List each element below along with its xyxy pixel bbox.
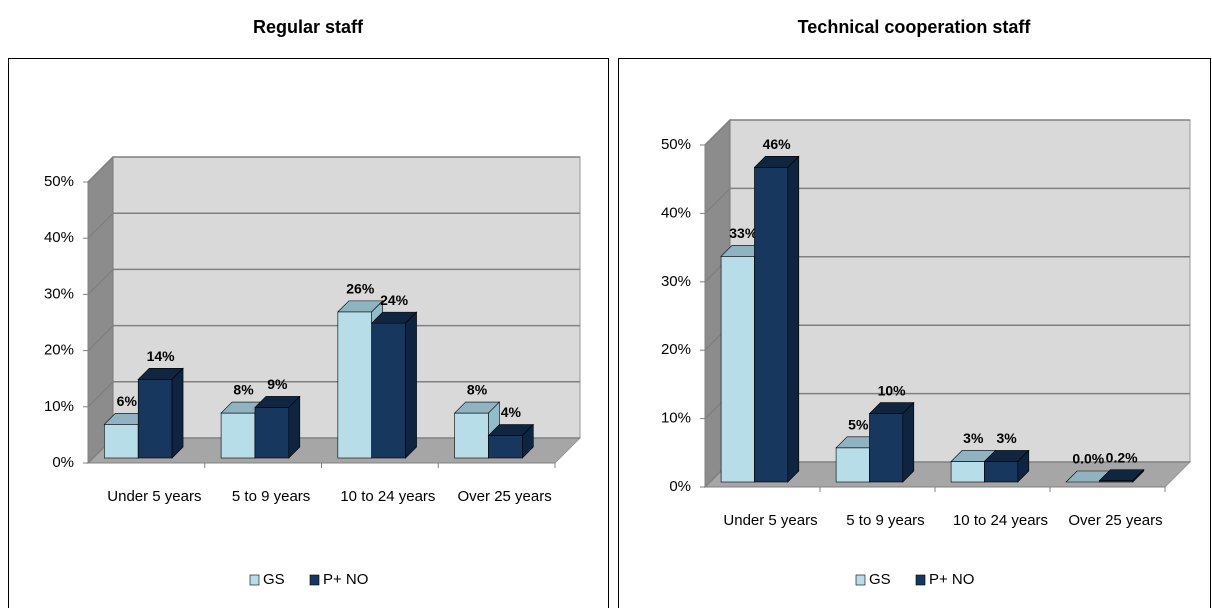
legend-label: GS: [869, 571, 891, 588]
y-tick-label: 40%: [661, 204, 691, 221]
y-tick-label: 40%: [44, 229, 74, 246]
y-tick-label: 50%: [44, 173, 74, 190]
value-label: 10%: [878, 382, 907, 398]
bar-front: [869, 413, 904, 483]
value-label: 46%: [763, 136, 792, 152]
y-tick-label: 20%: [661, 341, 691, 358]
bar-front: [371, 322, 406, 459]
bar-side: [288, 395, 301, 459]
value-label: 5%: [848, 417, 869, 433]
grid-line: [87, 324, 580, 352]
legend-swatch: [249, 574, 260, 586]
side-wall: [87, 155, 114, 465]
bar-front: [254, 407, 290, 459]
y-tick-label: 10%: [44, 398, 74, 415]
value-label: 8%: [467, 382, 488, 398]
grid-line: [704, 187, 1190, 214]
bar-side: [902, 401, 915, 483]
grid-line: [87, 268, 580, 295]
bar-front: [984, 461, 1019, 483]
grid-line: [87, 212, 580, 239]
grid-line: [87, 381, 580, 408]
y-tick-label: 30%: [661, 273, 691, 290]
bar-front: [754, 167, 789, 483]
value-label: 26%: [346, 281, 375, 297]
y-tick-label: 0%: [669, 478, 691, 495]
y-tick-label: 30%: [44, 285, 74, 302]
grid-line: [704, 119, 1190, 146]
y-tick-label: 20%: [44, 342, 74, 359]
bar-front: [337, 311, 373, 459]
bar-front: [950, 461, 985, 483]
y-tick-label: 50%: [661, 136, 691, 153]
y-tick-label: 10%: [661, 410, 691, 427]
legend-label: GS: [263, 571, 285, 588]
bar-front: [454, 412, 489, 459]
bar-front: [137, 379, 173, 459]
legend-swatch: [915, 574, 926, 586]
bar-side: [787, 155, 800, 483]
x-tick-label: 5 to 9 years: [846, 512, 924, 529]
chart-title: Technical cooperation staff: [798, 17, 1032, 37]
x-tick-label: 10 to 24 years: [340, 488, 435, 505]
legend-label: P+ NO: [323, 571, 368, 588]
value-label: 6%: [117, 393, 138, 409]
bar-front: [720, 255, 755, 483]
value-label: 9%: [267, 376, 288, 392]
y-tick-label: 0%: [52, 454, 74, 471]
value-label: 4%: [501, 404, 522, 420]
legend-swatch: [309, 574, 320, 586]
legend-swatch: [855, 574, 866, 586]
grid-line: [87, 156, 580, 183]
x-tick-label: Over 25 years: [458, 488, 552, 505]
bar-side: [171, 367, 184, 459]
panel-border: [8, 58, 609, 608]
chart-title: Regular staff: [253, 17, 364, 37]
x-tick-label: 10 to 24 years: [953, 512, 1048, 529]
bar-front: [220, 412, 256, 459]
value-label: 33%: [729, 225, 758, 241]
value-label: 0.2%: [1106, 449, 1138, 465]
x-tick-label: Under 5 years: [723, 512, 817, 529]
value-label: 0.0%: [1072, 451, 1104, 467]
bar-front: [835, 447, 870, 483]
bar-side: [1017, 449, 1030, 483]
bar-front: [488, 435, 523, 459]
value-label: 3%: [963, 430, 984, 446]
x-tick-label: Over 25 years: [1068, 512, 1162, 529]
bar-side: [405, 311, 417, 459]
bar-side: [1132, 468, 1145, 483]
value-label: 24%: [380, 292, 409, 308]
panel-border: [618, 58, 1211, 608]
x-tick-label: Under 5 years: [107, 488, 201, 505]
value-label: 3%: [997, 430, 1018, 446]
bar-front: [104, 423, 139, 459]
value-label: 8%: [233, 382, 254, 398]
bar-side: [522, 423, 534, 459]
x-tick-label: 5 to 9 years: [232, 488, 310, 505]
value-label: 14%: [147, 348, 176, 364]
legend-label: P+ NO: [929, 571, 974, 588]
